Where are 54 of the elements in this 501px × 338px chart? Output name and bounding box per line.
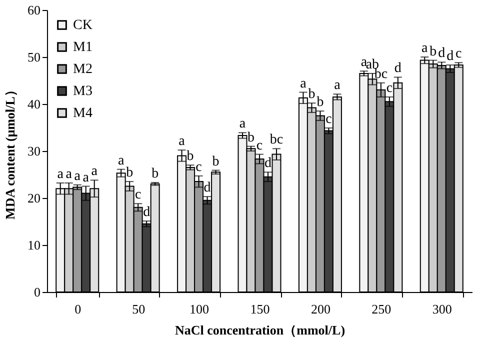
data-label: c xyxy=(196,160,202,175)
data-label: d xyxy=(446,48,454,64)
data-label: c xyxy=(134,188,142,203)
data-label: d xyxy=(394,61,402,76)
data-label: d xyxy=(264,156,272,172)
data-label: b xyxy=(212,154,220,170)
legend-label: CK xyxy=(73,18,92,33)
data-label: bc xyxy=(374,66,388,82)
data-label: c xyxy=(456,46,462,62)
legend-label: M4 xyxy=(73,106,92,121)
data-label: c xyxy=(326,112,332,127)
legend-label: M3 xyxy=(73,84,92,99)
data-label: c xyxy=(386,80,393,96)
data-label: a xyxy=(74,168,82,184)
x-tick-label: 150 xyxy=(250,302,270,316)
data-label: d xyxy=(204,180,211,196)
y-tick-label: 20 xyxy=(28,190,40,206)
data-label: a xyxy=(57,166,64,182)
x-tick-label: 300 xyxy=(432,302,452,316)
x-tick-label: 50 xyxy=(132,302,146,316)
data-label: b xyxy=(248,130,254,146)
x-tick-label: 0 xyxy=(74,302,82,316)
data-label: b xyxy=(186,149,194,164)
data-label: bc xyxy=(270,132,284,148)
x-tick-label: 200 xyxy=(310,302,330,316)
data-label: a xyxy=(334,78,342,94)
data-label: a xyxy=(239,116,246,132)
data-label: d xyxy=(143,205,150,220)
data-label: c xyxy=(256,138,263,154)
x-tick-label: 100 xyxy=(190,302,210,316)
y-tick-label: 50 xyxy=(28,50,40,64)
data-label: a xyxy=(66,166,73,182)
data-label: a xyxy=(118,153,125,168)
data-label: a xyxy=(300,76,308,92)
data-label: b xyxy=(430,44,437,60)
y-axis-title: MDA content (μmol/L） xyxy=(2,84,18,220)
data-label: a xyxy=(178,134,186,150)
y-tick-label: 0 xyxy=(34,284,40,300)
data-label: b xyxy=(126,166,134,181)
legend-label: M1 xyxy=(73,40,92,55)
data-label: d xyxy=(438,46,446,62)
data-label: b xyxy=(152,166,159,182)
data-label: a xyxy=(82,170,90,186)
y-tick-label: 60 xyxy=(28,2,40,18)
data-label: b xyxy=(308,87,316,102)
x-axis-title: NaCl concentration（mmol/L) xyxy=(174,322,346,338)
y-tick-label: 30 xyxy=(28,144,40,158)
legend-label: M2 xyxy=(73,62,92,77)
data-label: a xyxy=(91,164,98,180)
y-tick-label: 10 xyxy=(28,238,40,252)
data-label: b xyxy=(316,95,324,110)
x-tick-label: 250 xyxy=(372,302,392,316)
y-tick-label: 40 xyxy=(28,96,40,112)
data-label: a xyxy=(422,41,429,56)
